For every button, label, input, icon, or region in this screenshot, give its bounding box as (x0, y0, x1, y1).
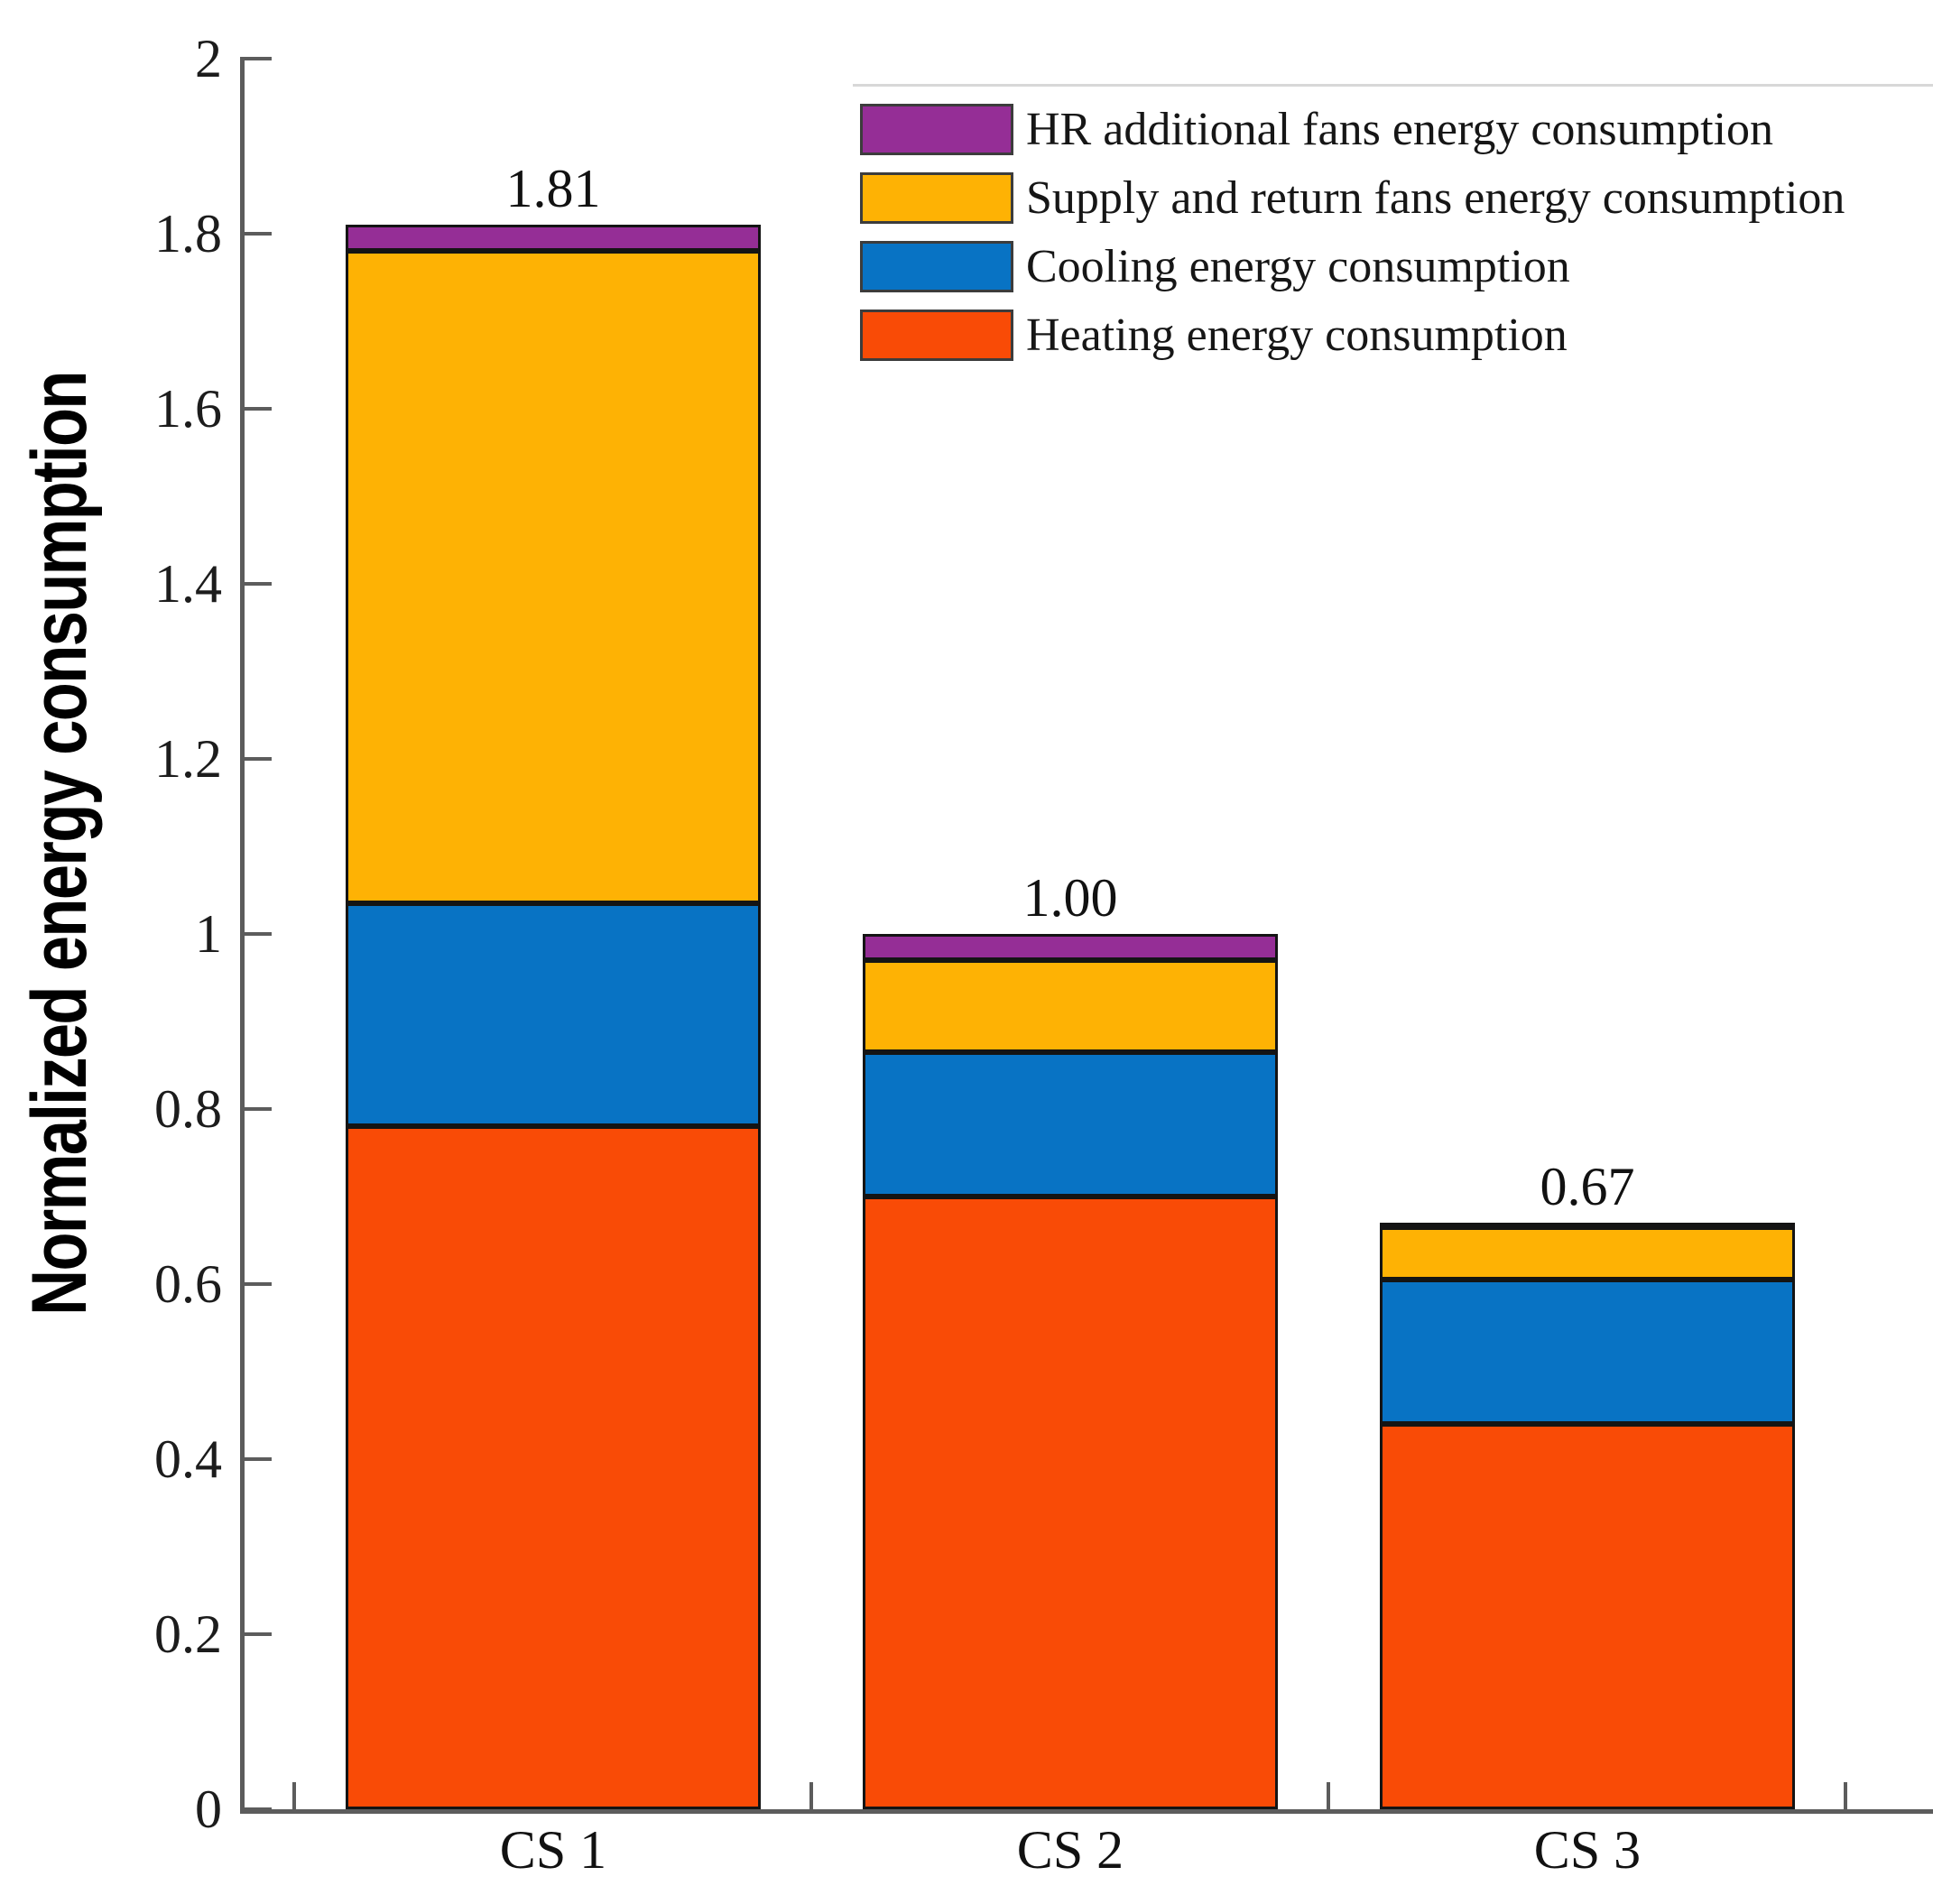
y-tick-label: 1.4 (154, 554, 222, 614)
legend-item: Supply and return fans energy consumptio… (860, 171, 1933, 225)
x-category-label: CS 2 (1016, 1820, 1124, 1880)
legend-item: Heating energy consumption (860, 309, 1933, 362)
x-tick-mark (809, 1782, 813, 1809)
bar-segment-series2-cat1 (863, 960, 1278, 1052)
bar-segment-series2-cat0 (346, 251, 761, 904)
bar-segment-series1-cat2 (1380, 1280, 1795, 1425)
bar-total-label: 1.00 (1022, 868, 1118, 928)
bar-segment-series2-cat2 (1380, 1226, 1795, 1280)
bar-segment-series1-cat1 (863, 1051, 1278, 1197)
y-axis-line (240, 57, 245, 1813)
x-category-label: CS 1 (499, 1820, 607, 1880)
y-tick-mark (245, 407, 272, 411)
y-tick-label: 0 (195, 1779, 222, 1839)
legend: HR additional fans energy consumption Sup… (853, 84, 1933, 371)
bar-segment-series3-cat0 (346, 225, 761, 252)
legend-swatch (860, 310, 1013, 361)
y-tick-mark (245, 757, 272, 761)
y-tick-mark (245, 1457, 272, 1461)
legend-item: HR additional fans energy consumption (860, 103, 1933, 156)
x-tick-mark (1327, 1782, 1330, 1809)
y-tick-mark (245, 582, 272, 586)
x-category-label: CS 3 (1533, 1820, 1642, 1880)
bar-segment-series0-cat1 (863, 1197, 1278, 1809)
y-tick-label: 0.6 (154, 1254, 222, 1314)
legend-swatch (860, 172, 1013, 224)
legend-label: Supply and return fans energy consumptio… (1026, 172, 1845, 224)
y-tick-mark (245, 1632, 272, 1636)
legend-swatch (860, 241, 1013, 292)
legend-item: Cooling energy consumption (860, 240, 1933, 293)
y-tick-mark (245, 1807, 272, 1811)
y-tick-label: 1.2 (154, 729, 222, 789)
bar-segment-series3-cat2 (1380, 1223, 1795, 1229)
legend-swatch (860, 104, 1013, 155)
bar-segment-series0-cat2 (1380, 1424, 1795, 1809)
bar-segment-series1-cat0 (346, 903, 761, 1127)
x-tick-mark (292, 1782, 296, 1809)
bar-segment-series0-cat0 (346, 1126, 761, 1809)
y-tick-label: 0.2 (154, 1604, 222, 1664)
y-tick-mark (245, 1282, 272, 1286)
y-tick-mark (245, 57, 272, 60)
x-axis-line (240, 1809, 1933, 1814)
y-tick-mark (245, 932, 272, 936)
y-tick-label: 1.6 (154, 379, 222, 439)
bar-total-label: 0.67 (1540, 1157, 1635, 1217)
y-tick-label: 2 (195, 29, 222, 88)
y-tick-label: 1 (195, 904, 222, 964)
y-tick-label: 0.8 (154, 1079, 222, 1139)
bar-segment-series3-cat1 (863, 934, 1278, 961)
legend-label: HR additional fans energy consumption (1026, 104, 1774, 155)
y-axis-title: Normalized energy consumption (15, 372, 103, 1316)
legend-label: Heating energy consumption (1026, 310, 1568, 361)
y-tick-label: 1.8 (154, 204, 222, 263)
bar-total-label: 1.81 (505, 159, 601, 219)
y-tick-mark (245, 1107, 272, 1111)
x-tick-mark (1844, 1782, 1847, 1809)
y-tick-mark (245, 232, 272, 236)
y-tick-label: 0.4 (154, 1429, 222, 1489)
legend-label: Cooling energy consumption (1026, 241, 1570, 292)
